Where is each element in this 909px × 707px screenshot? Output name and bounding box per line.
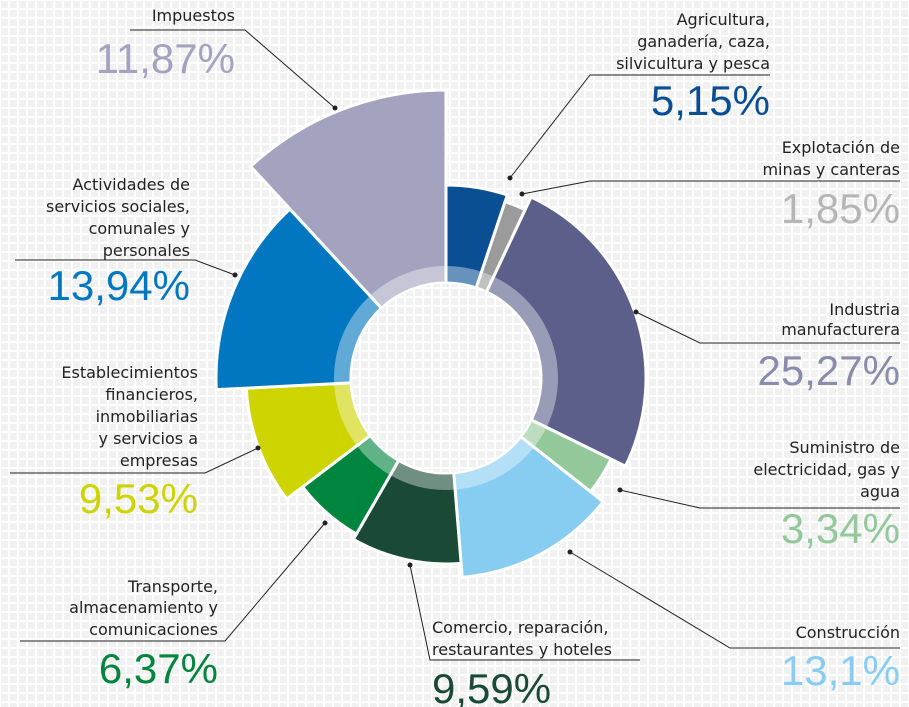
leader-dot	[332, 105, 338, 111]
inner-band	[453, 436, 535, 490]
leader-line	[619, 489, 900, 509]
leader-dot	[407, 562, 413, 568]
donut-segment	[484, 195, 648, 469]
category-label: agua	[860, 482, 900, 501]
value-label: 25,27%	[758, 347, 900, 394]
leader-dot	[322, 520, 328, 526]
category-label: almacenamiento y	[69, 598, 218, 617]
category-label: Industria	[829, 300, 900, 319]
value-label: 11,87%	[96, 35, 235, 82]
category-label: empresas	[120, 451, 198, 470]
leader-line	[521, 180, 900, 195]
category-label: Comercio, reparación,	[432, 618, 609, 637]
leader-line	[569, 551, 900, 649]
leader-line	[409, 564, 640, 661]
value-label: 9,53%	[79, 475, 198, 522]
category-label: Construcción	[796, 623, 900, 642]
value-label: 1,85%	[781, 185, 900, 232]
leader-dot	[507, 175, 513, 181]
category-label: silvicultura y pesca	[616, 54, 770, 73]
category-label: Agricultura,	[677, 10, 770, 29]
category-label: minas y canteras	[762, 160, 900, 179]
leader-dot	[232, 272, 238, 278]
leader-dot	[617, 487, 623, 493]
leader-dot	[633, 309, 639, 315]
category-label: Transporte,	[127, 577, 218, 596]
value-label: 6,37%	[99, 645, 218, 692]
inner-band	[334, 382, 371, 446]
category-label: manufacturera	[781, 320, 900, 339]
value-label: 9,59%	[432, 665, 551, 707]
donut-segment	[248, 88, 448, 311]
inner-band	[446, 266, 482, 288]
value-label: 13,1%	[781, 647, 900, 694]
leader-line	[130, 29, 336, 109]
category-label: servicios sociales,	[46, 197, 190, 216]
leader-line	[15, 259, 236, 276]
leader-dot	[567, 549, 573, 555]
leader-dot	[255, 445, 261, 451]
donut-segment	[452, 434, 606, 579]
donut-hole	[352, 284, 540, 472]
donut-segment	[351, 458, 463, 566]
leader-line	[635, 311, 900, 344]
category-label: electricidad, gas y	[753, 460, 900, 479]
leader-line	[20, 522, 326, 642]
category-label: Establecimientos	[61, 363, 198, 382]
category-label: Impuestos	[152, 6, 235, 25]
category-label: restaurantes y hoteles	[432, 640, 612, 659]
category-label: Suministro de	[789, 438, 900, 457]
category-label: comunales y	[89, 219, 190, 238]
donut-segment	[444, 183, 510, 290]
category-label: Explotación de	[782, 138, 900, 157]
inner-band	[356, 435, 399, 476]
category-label: y servicios a	[99, 429, 198, 448]
inner-band	[370, 266, 446, 309]
category-label: financieros,	[105, 385, 198, 404]
leader-line	[509, 74, 770, 179]
value-label: 5,15%	[651, 77, 770, 124]
inner-band	[334, 295, 382, 384]
leader-line	[10, 447, 259, 474]
donut-segment	[214, 206, 384, 392]
leader-dot	[519, 191, 525, 197]
category-label: ganadería, caza,	[637, 32, 770, 51]
category-label: comunicaciones	[89, 620, 218, 639]
value-label: 3,34%	[781, 505, 900, 552]
category-label: personales	[103, 241, 190, 260]
inner-band	[486, 276, 558, 428]
category-label: inmobiliarias	[96, 407, 198, 426]
inner-band	[390, 460, 456, 490]
category-label: Actividades de	[73, 175, 190, 194]
inner-band	[476, 271, 494, 293]
value-label: 13,94%	[48, 262, 190, 309]
